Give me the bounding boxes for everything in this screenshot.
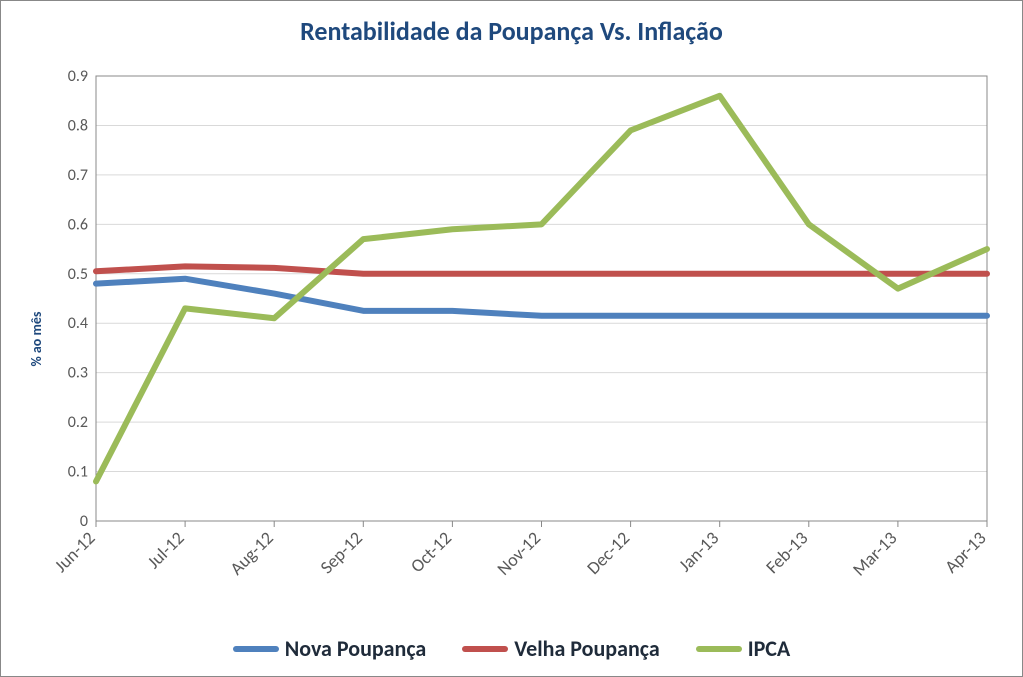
legend-label: IPCA xyxy=(748,635,791,662)
series-line xyxy=(96,266,987,273)
svg-text:0.4: 0.4 xyxy=(68,314,88,333)
x-tick-label: Aug-12 xyxy=(225,527,277,579)
x-tick-label: Mar-13 xyxy=(848,527,901,580)
svg-text:0.2: 0.2 xyxy=(68,413,88,432)
x-tick-label: Apr-13 xyxy=(940,527,990,577)
y-axis-label: % ao mês xyxy=(28,311,45,366)
svg-text:0.5: 0.5 xyxy=(68,265,88,284)
chart-svg: 00.10.20.30.40.50.60.70.80.9Jun-12Jul-12… xyxy=(46,71,997,526)
x-tick-label: Jul-12 xyxy=(143,527,189,573)
legend-item: IPCA xyxy=(696,635,791,662)
legend-item: Velha Poupança xyxy=(462,635,659,662)
x-tick-label: Feb-13 xyxy=(761,527,812,578)
legend-swatch xyxy=(696,646,742,652)
x-tick-label: Sep-12 xyxy=(316,527,367,578)
x-tick-label: Oct-12 xyxy=(406,527,456,577)
legend-swatch xyxy=(462,646,508,652)
svg-text:0.1: 0.1 xyxy=(68,463,88,482)
x-tick-label: Jan-13 xyxy=(674,527,723,576)
x-tick-label: Jun-12 xyxy=(50,527,100,577)
series-line xyxy=(96,279,987,316)
legend-label: Velha Poupança xyxy=(514,635,659,662)
svg-text:0.8: 0.8 xyxy=(68,116,88,135)
svg-text:0.3: 0.3 xyxy=(68,364,88,383)
x-tick-label: Dec-12 xyxy=(582,527,634,579)
legend: Nova Poupança Velha Poupança IPCA xyxy=(1,631,1022,663)
chart-container: Rentabilidade da Poupança Vs. Inflação %… xyxy=(0,0,1023,677)
legend-label: Nova Poupança xyxy=(285,635,427,662)
legend-swatch xyxy=(233,646,279,652)
svg-text:0.6: 0.6 xyxy=(68,215,88,234)
svg-text:0.7: 0.7 xyxy=(68,166,88,185)
legend-item: Nova Poupança xyxy=(233,635,427,662)
chart-title: Rentabilidade da Poupança Vs. Inflação xyxy=(1,15,1022,47)
plot-area: 00.10.20.30.40.50.60.70.80.9Jun-12Jul-12… xyxy=(46,71,997,526)
x-tick-label: Nov-12 xyxy=(492,527,545,580)
svg-text:0.9: 0.9 xyxy=(68,67,88,86)
